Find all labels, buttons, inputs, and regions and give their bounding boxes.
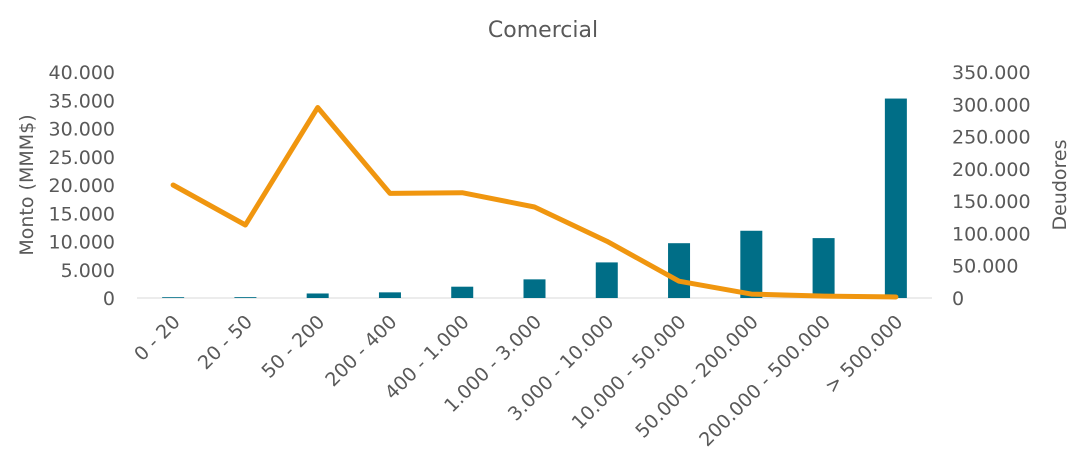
y-right-tick-label: 150.000 — [952, 191, 1031, 213]
y-right-tick-label: 0 — [952, 288, 964, 310]
y-left-tick-label: 35.000 — [49, 90, 115, 112]
line-series — [170, 105, 899, 300]
bar — [668, 243, 691, 298]
y-left-tick-label: 15.000 — [49, 203, 115, 225]
y-axis-left-title: Monto (MMM$) — [16, 114, 38, 255]
bar — [234, 297, 257, 298]
bar — [595, 262, 618, 298]
y-left-tick-label: 30.000 — [49, 119, 115, 141]
y-right-tick-label: 350.000 — [952, 62, 1031, 84]
y-left-tick-label: 0 — [103, 288, 115, 310]
bar — [451, 286, 474, 298]
y-right-tick-label: 100.000 — [952, 223, 1031, 245]
y-axis-right-ticks: 0 50.000 100.000 150.000 200.000 250.000 300.0… — [952, 62, 1031, 310]
x-tick-label: 0 - 20 — [130, 311, 185, 366]
y-right-tick-label: 200.000 — [952, 159, 1031, 181]
bar — [812, 238, 835, 298]
x-tick-label: > 500.000 — [821, 311, 908, 398]
y-right-tick-label: 300.000 — [952, 94, 1031, 116]
bar — [523, 279, 546, 298]
y-left-tick-label: 40.000 — [49, 62, 115, 84]
y-left-tick-label: 25.000 — [49, 147, 115, 169]
y-left-tick-label: 5.000 — [61, 260, 115, 282]
y-axis-left-ticks: 0 5.000 10.000 15.000 20.000 25.000 30.000 35.0… — [49, 62, 115, 310]
y-axis-right-title: Deudores — [1049, 139, 1071, 230]
bar-series — [162, 98, 907, 299]
bar — [306, 293, 329, 298]
x-tick-label: 200.000 - 500.000 — [695, 311, 835, 451]
y-left-tick-label: 20.000 — [49, 175, 115, 197]
chart-title: Comercial — [488, 18, 598, 43]
bar — [378, 292, 401, 298]
y-right-tick-label: 50.000 — [952, 256, 1018, 278]
bar — [884, 98, 907, 299]
bar — [740, 230, 763, 298]
y-left-tick-label: 10.000 — [49, 232, 115, 254]
bar — [162, 297, 185, 298]
x-tick-label: 20 - 50 — [194, 311, 257, 374]
x-tick-label: 50 - 200 — [258, 311, 330, 383]
x-tick-label: 50.000 - 200.000 — [631, 311, 763, 443]
y-right-tick-label: 250.000 — [952, 127, 1031, 149]
